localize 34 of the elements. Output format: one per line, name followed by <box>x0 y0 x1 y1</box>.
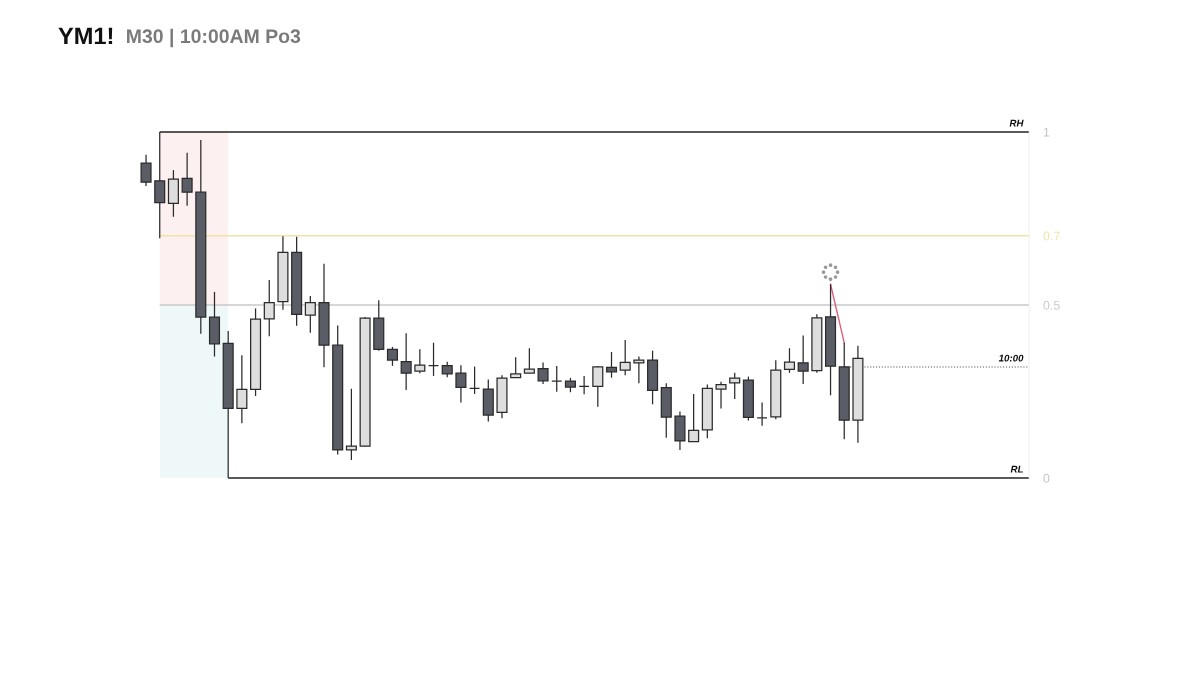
candlestick <box>181 152 193 207</box>
ref-line-label: RL <box>1010 465 1023 473</box>
candlestick <box>345 388 357 461</box>
y-tick-label: 0 <box>1043 473 1050 483</box>
candlestick <box>783 347 796 374</box>
candlestick <box>592 365 604 408</box>
candlestick <box>304 295 316 334</box>
ref-line-label: RH <box>1009 119 1024 127</box>
y-tick-label: 0.7 <box>1043 231 1060 241</box>
candlestick <box>729 372 741 400</box>
candlestick <box>386 346 399 367</box>
candlestick <box>140 154 152 187</box>
candlestick <box>619 339 631 376</box>
candlestick <box>263 279 275 337</box>
candlestick <box>510 356 522 379</box>
ref-line-label: 10:00 <box>998 354 1024 362</box>
chart-title: YM1! <box>58 27 113 45</box>
candlestick <box>715 381 727 410</box>
candlestick <box>633 355 645 384</box>
candlestick <box>537 361 549 385</box>
chart-subtitle: M30 | 10:00AM Po3 <box>127 28 301 48</box>
candlestick <box>236 354 248 424</box>
candlestick <box>523 347 535 374</box>
candlestick <box>469 365 481 395</box>
candlestick <box>400 332 412 391</box>
candlestick <box>578 375 590 395</box>
y-tick-label: 1 <box>1043 127 1050 137</box>
candlestick <box>551 365 563 393</box>
candlestick <box>414 348 426 374</box>
candlestick <box>688 393 700 443</box>
candlestick <box>756 401 768 427</box>
candlestick <box>427 342 440 377</box>
candlestick <box>797 334 809 385</box>
candlestick <box>455 364 467 404</box>
